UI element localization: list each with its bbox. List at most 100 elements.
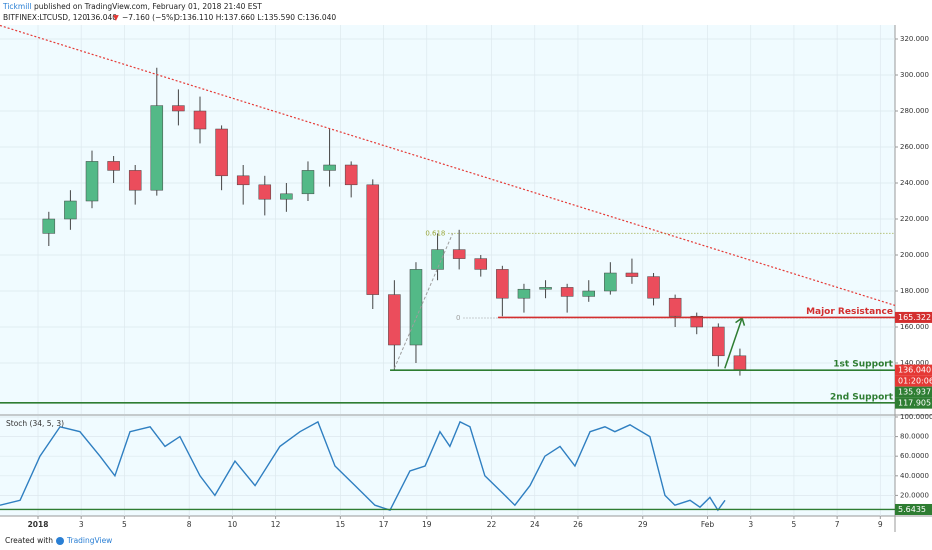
candle-body	[647, 276, 660, 299]
symbol: BITFINEX:LTCUSD, 120	[3, 13, 87, 22]
fib-label: 0.618	[425, 229, 445, 237]
candle-body	[690, 315, 703, 328]
arrow	[724, 317, 743, 369]
x-tick-label: 19	[422, 520, 432, 529]
change-arrow: ▼	[113, 13, 119, 22]
stoch-line	[0, 420, 726, 512]
y-tick-label: 60.0000	[900, 452, 929, 460]
x-tick-label: Feb	[701, 520, 715, 529]
x-tick-label: 17	[379, 520, 389, 529]
x-tick-label: 15	[336, 520, 346, 529]
footer-prefix: Created with	[5, 536, 53, 545]
price-tag-label: 5.6435	[898, 505, 926, 514]
candle-body	[582, 290, 595, 297]
y-tick-label: 160.000	[900, 323, 929, 331]
candle-body	[193, 110, 207, 130]
y-tick-label: 280.000	[900, 107, 929, 115]
x-tick-label: 5	[792, 520, 797, 529]
candle-body	[474, 258, 488, 270]
x-tick-label: 3	[79, 520, 84, 529]
candle-body	[517, 288, 531, 299]
candle-body	[560, 287, 574, 297]
candle-body	[668, 297, 682, 317]
x-tick-label: 3	[748, 520, 753, 529]
fib-label: 0	[456, 314, 460, 322]
level-label: 1st Support	[833, 360, 893, 370]
price-tag-label: 165.322	[898, 313, 931, 322]
candle-body	[388, 294, 401, 346]
price-tag	[895, 375, 932, 387]
ohlc: O:136.110 H:137.660 L:135.590 C:136.040	[174, 13, 336, 22]
price-tag-label: 136.040	[898, 366, 931, 375]
trendline	[0, 24, 896, 306]
x-tick-label: 12	[271, 520, 281, 529]
published: published on TradingView.com, February 0…	[34, 2, 262, 11]
candle-body	[452, 249, 466, 259]
x-tick-label: 26	[573, 520, 583, 529]
candle-body	[280, 193, 293, 200]
x-tick-label: 7	[835, 520, 840, 529]
candle-body	[64, 200, 77, 220]
plot-background	[0, 25, 895, 516]
candle-body	[496, 269, 509, 299]
candle-body	[150, 105, 164, 191]
publisher[interactable]: Tickmill	[2, 2, 31, 11]
candle-body	[323, 164, 336, 171]
y-tick-label: 140.000	[900, 359, 929, 367]
candle-body	[604, 272, 617, 292]
tv-logo	[56, 537, 64, 545]
x-tick-label: 22	[487, 520, 497, 529]
candle-body	[85, 161, 99, 202]
y-tick-label: 300.000	[900, 71, 929, 79]
last-price: 136.040	[86, 13, 117, 22]
y-tick-label: 20.0000	[900, 491, 929, 499]
y-tick-label: 40.0000	[900, 472, 929, 480]
candle-body	[344, 164, 358, 186]
candle-body	[625, 272, 639, 277]
y-tick-label: 100.0000	[900, 413, 932, 421]
candle-body	[236, 175, 250, 186]
y-tick-label: 260.000	[900, 143, 929, 151]
level-label: Major Resistance	[806, 307, 893, 317]
x-tick-label: 8	[187, 520, 192, 529]
fib-diagonal	[393, 233, 454, 369]
candle-body	[107, 161, 120, 171]
y-tick-label: 220.000	[900, 215, 929, 223]
x-tick-label: 10	[228, 520, 238, 529]
candle-body	[172, 105, 185, 112]
indicator-title: Stoch (34, 5, 3)	[6, 419, 64, 428]
x-tick-label: 2018	[28, 520, 49, 529]
price-tag	[895, 386, 932, 398]
price-tag	[895, 503, 932, 515]
x-tick-label: 5	[122, 520, 127, 529]
candle-body	[301, 170, 315, 195]
x-tick-label: 24	[530, 520, 540, 529]
candle-body	[366, 184, 380, 295]
price-tag	[895, 311, 932, 323]
y-tick-label: 200.000	[900, 251, 929, 259]
candle-body	[409, 269, 423, 346]
price-tag	[895, 364, 932, 376]
level-label: 2nd Support	[830, 392, 894, 402]
price-tag-label: 01:20:06	[898, 377, 932, 386]
candle-body	[712, 326, 725, 357]
candle-body	[215, 128, 228, 177]
y-tick-label: 320.000	[900, 35, 929, 43]
price-tag-label: 135.937	[898, 388, 931, 397]
price-tag-label: 117.905	[898, 399, 931, 408]
y-tick-label: 180.000	[900, 287, 929, 295]
candle-body	[128, 170, 142, 191]
x-tick-label: 9	[878, 520, 883, 529]
candle-body	[431, 249, 444, 270]
footer-brand[interactable]: TradingView	[66, 536, 112, 545]
y-tick-label: 240.000	[900, 179, 929, 187]
y-tick-label: 80.0000	[900, 433, 929, 441]
x-tick-label: 29	[638, 520, 648, 529]
candle-body	[539, 287, 552, 290]
candle-body	[42, 218, 56, 234]
candle-body	[258, 184, 272, 200]
candle-body	[733, 355, 747, 371]
price-tag	[895, 397, 932, 409]
